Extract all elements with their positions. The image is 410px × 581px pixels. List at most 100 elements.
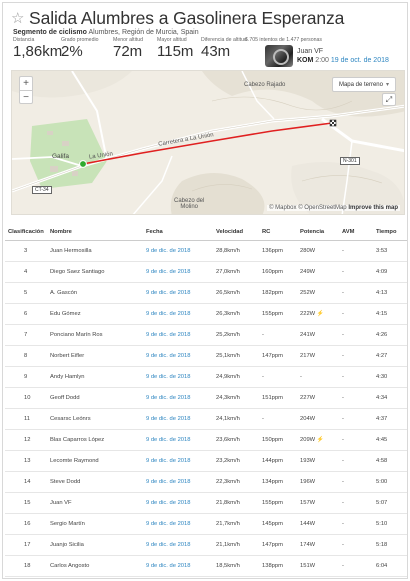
segment-route: [82, 122, 333, 165]
cell-speed: 23,2km/h: [213, 450, 259, 472]
cell-power: 174W: [297, 534, 339, 556]
expand-map-icon[interactable]: ⤢: [382, 93, 396, 106]
cell-power: 204W: [297, 408, 339, 430]
col-rank[interactable]: Clasificación: [5, 224, 47, 241]
cell-rank: 6: [5, 303, 47, 325]
cell-hr: 147ppm: [259, 345, 297, 367]
cell-name[interactable]: Juan VF: [47, 492, 143, 514]
cell-name[interactable]: Norbert Eifler: [47, 345, 143, 367]
cell-date[interactable]: 9 de dic. de 2018: [143, 240, 213, 262]
cell-date[interactable]: 9 de dic. de 2018: [143, 450, 213, 472]
cell-date[interactable]: 9 de dic. de 2018: [143, 261, 213, 283]
cell-hr: -: [259, 324, 297, 346]
cell-name[interactable]: Ponciano Marín Ros: [47, 324, 143, 346]
cell-date[interactable]: 9 de dic. de 2018: [143, 387, 213, 409]
cell-power: 252W: [297, 282, 339, 304]
cell-name[interactable]: Sergio Martín: [47, 513, 143, 535]
cell-speed: 21,7km/h: [213, 513, 259, 535]
cell-date[interactable]: 9 de dic. de 2018: [143, 408, 213, 430]
cell-date[interactable]: 9 de dic. de 2018: [143, 534, 213, 556]
map-label-galifa: Galifa: [52, 153, 69, 160]
col-hr[interactable]: RC: [259, 224, 297, 241]
cell-vam: -: [339, 303, 373, 325]
cell-speed: 18,5km/h: [213, 555, 259, 577]
table-row: 8 Norbert Eifler 9 de dic. de 2018 25,1km/h…: [5, 345, 407, 367]
zoom-out-button[interactable]: −: [20, 90, 32, 103]
cell-name[interactable]: Juan Hermosilla: [47, 240, 143, 262]
cell-speed: 24,3km/h: [213, 387, 259, 409]
cell-date[interactable]: 9 de dic. de 2018: [143, 282, 213, 304]
cell-name[interactable]: A. Gascón: [47, 282, 143, 304]
cell-date[interactable]: 9 de dic. de 2018: [143, 555, 213, 577]
col-name[interactable]: Nombre: [47, 224, 143, 241]
cell-rank: 15: [5, 492, 47, 514]
col-time[interactable]: Tiempo: [373, 224, 407, 241]
cell-time: 3:53: [373, 240, 407, 262]
cell-date[interactable]: 9 de dic. de 2018: [143, 513, 213, 535]
cell-speed: 24,9km/h: [213, 366, 259, 388]
cell-date[interactable]: 9 de dic. de 2018: [143, 366, 213, 388]
cell-rank: 10: [5, 387, 47, 409]
cell-hr: 151ppm: [259, 387, 297, 409]
cell-name[interactable]: Lecomte Raymond: [47, 450, 143, 472]
cell-rank: 18: [5, 555, 47, 577]
cell-power: 241W: [297, 324, 339, 346]
map-label-cabezo-molino: Cabezo del Molino: [174, 198, 205, 210]
cell-rank: 11: [5, 408, 47, 430]
col-power[interactable]: Potencia: [297, 224, 339, 241]
col-speed[interactable]: Velocidad: [213, 224, 259, 241]
cell-date[interactable]: 9 de dic. de 2018: [143, 324, 213, 346]
cell-name[interactable]: Steve Dodd: [47, 471, 143, 493]
cell-speed: 25,2km/h: [213, 324, 259, 346]
cell-time: 4:45: [373, 429, 407, 451]
cell-power: 227W: [297, 387, 339, 409]
table-row: 17 Juanjo Sicilia 9 de dic. de 2018 21,1km/…: [5, 534, 407, 556]
cell-vam: -: [339, 387, 373, 409]
cell-date[interactable]: 9 de dic. de 2018: [143, 429, 213, 451]
cell-power: 151W: [297, 555, 339, 577]
cell-date[interactable]: 9 de dic. de 2018: [143, 345, 213, 367]
cell-date[interactable]: 9 de dic. de 2018: [143, 492, 213, 514]
segment-map[interactable]: + − Mapa de terreno ▾ ⤢ Cabezo Rajado Car…: [11, 70, 405, 215]
col-date[interactable]: Fecha: [143, 224, 213, 241]
cell-power: 157W: [297, 492, 339, 514]
cell-time: 4:37: [373, 408, 407, 430]
stat-distance: Distancia 1,86km: [13, 37, 63, 60]
cell-vam: -: [339, 408, 373, 430]
star-icon[interactable]: ☆: [11, 9, 25, 27]
cell-name[interactable]: Diego Saez Santiago: [47, 261, 143, 283]
cell-rank: 4: [5, 261, 47, 283]
cell-rank: 17: [5, 534, 47, 556]
cell-name[interactable]: Andy Hamlyn: [47, 366, 143, 388]
zoom-in-button[interactable]: +: [23, 78, 29, 89]
cell-power: 196W: [297, 471, 339, 493]
cell-name[interactable]: Geoff Dodd: [47, 387, 143, 409]
cell-hr: 160ppm: [259, 261, 297, 283]
cell-time: 4:15: [373, 303, 407, 325]
cell-vam: -: [339, 492, 373, 514]
cell-hr: 155ppm: [259, 303, 297, 325]
cell-name[interactable]: Edu Gómez: [47, 303, 143, 325]
cell-name[interactable]: Cesarsc León‌rs: [47, 408, 143, 430]
cell-time: 4:27: [373, 345, 407, 367]
cell-power: 217W: [297, 345, 339, 367]
avatar[interactable]: [265, 45, 293, 67]
cell-speed: 25,1km/h: [213, 345, 259, 367]
cell-power: -: [297, 366, 339, 388]
kom-date[interactable]: 19 de oct. de 2018: [330, 57, 389, 64]
segment-subtitle: Segmento de ciclismo Alumbres, Región de…: [13, 29, 199, 36]
cell-date[interactable]: 9 de dic. de 2018: [143, 303, 213, 325]
chevron-down-icon: ▾: [385, 82, 389, 88]
col-vam[interactable]: AVM: [339, 224, 373, 241]
cell-rank: 13: [5, 450, 47, 472]
cell-hr: 145ppm: [259, 513, 297, 535]
kom-leader: Juan VF KOM 2:00 19 de oct. de 2018: [265, 45, 389, 67]
cell-name[interactable]: Carlos Angosto: [47, 555, 143, 577]
table-row: 5 A. Gascón 9 de dic. de 2018 26,5km/h 182pp…: [5, 282, 407, 304]
cell-date[interactable]: 9 de dic. de 2018: [143, 471, 213, 493]
cell-hr: 138ppm: [259, 555, 297, 577]
cell-name[interactable]: Blas Caparros López: [47, 429, 143, 451]
map-type-dropdown[interactable]: Mapa de terreno ▾: [331, 77, 396, 92]
kom-name[interactable]: Juan VF: [297, 48, 324, 55]
cell-name[interactable]: Juanjo Sicilia: [47, 534, 143, 556]
